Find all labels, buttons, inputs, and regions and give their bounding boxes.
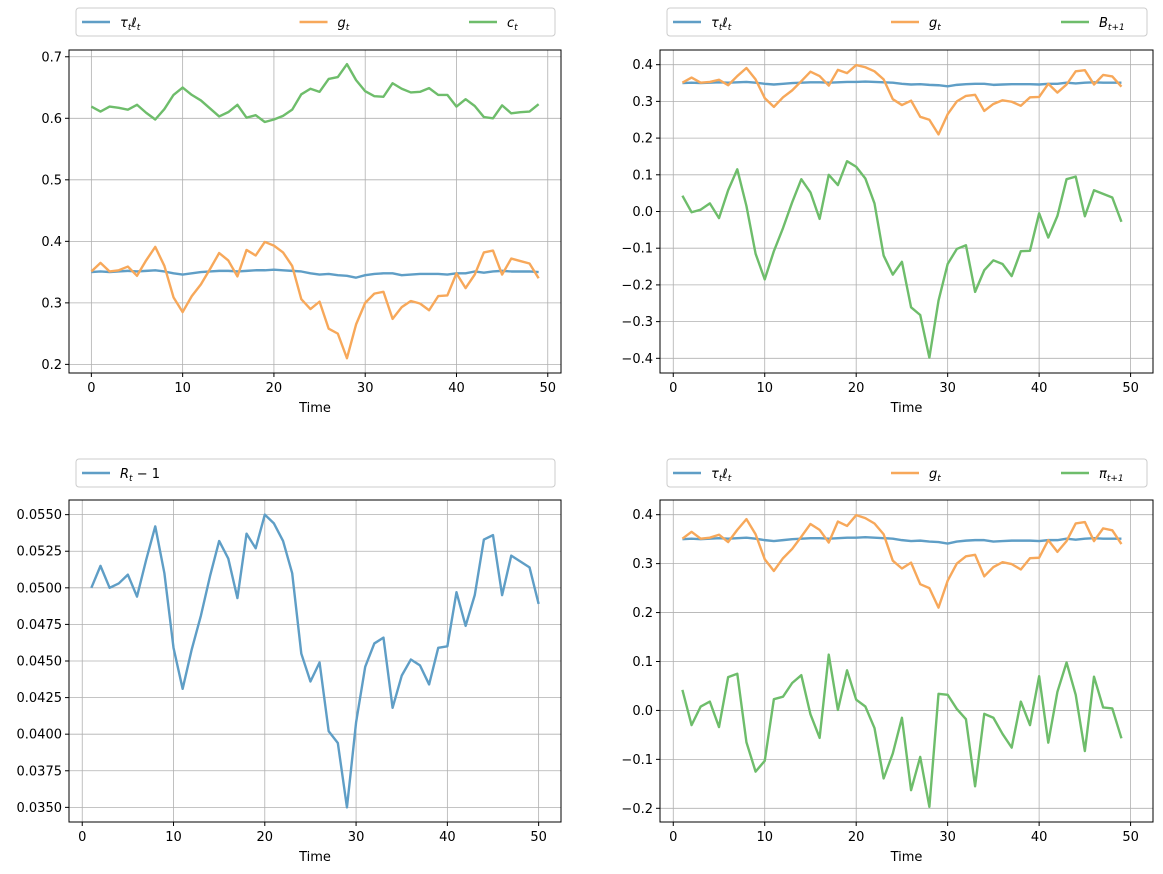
x-tick-label: 0: [669, 830, 677, 845]
y-tick-label: 0.1: [632, 168, 653, 183]
chart-panel-2: 0 10 20 30 40 50 −0.4 −0.3 −0.2 −0.1 0.0 0.1 0.2 0.3 0…: [621, 7, 1154, 416]
y-tick-label: 0.4: [41, 235, 62, 250]
x-axis-label: Time: [890, 401, 923, 416]
y-tick-label: 0.2: [632, 132, 653, 147]
legend-entry-label: τtℓt: [711, 467, 732, 484]
legend-entry-label: Rt − 1: [120, 467, 160, 484]
legend: τtℓt gt πt+1: [666, 458, 1148, 488]
x-tick-label: 0: [669, 381, 677, 396]
legend-entry-label: πt+1: [1099, 467, 1124, 484]
y-tick-label: 0.0350: [17, 801, 63, 816]
x-tick-label: 20: [257, 830, 274, 845]
x-tick-label: 30: [939, 381, 956, 396]
series-line-1: [90, 513, 540, 809]
series-line-3: [681, 653, 1123, 809]
legend-entry-label: τtℓt: [120, 16, 141, 33]
x-axis-label: Time: [890, 850, 923, 865]
y-tick-label: 0.0525: [17, 545, 63, 560]
x-tick-label: 20: [848, 381, 865, 396]
x-tick-label: 40: [439, 830, 456, 845]
chart-panel-3: 0 10 20 30 40 50 0.0350 0.0375 0.0400 0.0425 0.045…: [17, 458, 562, 865]
y-tick-label: 0.0475: [17, 618, 63, 633]
legend-entry-label: gt: [338, 16, 350, 33]
y-tick-label: 0.5: [41, 173, 62, 188]
plot-frame: [659, 499, 1154, 823]
x-axis-label: Time: [298, 850, 331, 865]
legend-entry-label: τtℓt: [711, 16, 732, 33]
x-tick-label: 30: [939, 830, 956, 845]
y-tick-label: 0.0: [632, 205, 653, 220]
legend: τtℓt gt Bt+1: [666, 7, 1148, 37]
chart-panel-1: 0 10 20 30 40 50 0.2 0.3 0.4 0.5 0.6 0.7 Time τtℓt gt c…: [41, 7, 562, 416]
y-tick-label: 0.0450: [17, 655, 63, 670]
legend-entry-label: ct: [507, 16, 518, 33]
x-tick-label: 0: [87, 381, 95, 396]
series-line-2: [681, 513, 1123, 609]
y-tick-label: −0.2: [621, 802, 653, 817]
x-tick-label: 0: [78, 830, 86, 845]
y-tick-label: −0.1: [621, 753, 653, 768]
series-line-1: [682, 535, 1122, 545]
legend: Rt − 1: [75, 458, 556, 488]
series-line-3: [90, 62, 540, 124]
series-line-2: [681, 63, 1123, 136]
x-tick-label: 40: [448, 381, 465, 396]
x-tick-label: 10: [756, 381, 773, 396]
series-line-1: [682, 80, 1122, 88]
x-tick-label: 30: [348, 830, 365, 845]
series-line-3: [681, 160, 1123, 359]
y-tick-label: 0.4: [632, 508, 653, 523]
legend-box: [75, 458, 556, 488]
y-tick-label: 0.3: [632, 95, 653, 110]
legend: τtℓt gt ct: [75, 7, 556, 37]
x-tick-label: 30: [357, 381, 374, 396]
y-tick-label: −0.3: [621, 315, 653, 330]
x-tick-label: 10: [174, 381, 191, 396]
x-tick-label: 50: [530, 830, 547, 845]
x-tick-label: 50: [1122, 830, 1139, 845]
x-tick-label: 10: [165, 830, 182, 845]
y-tick-label: 0.6: [41, 112, 62, 127]
series-line-1: [91, 268, 539, 279]
chart-panel-4: 0 10 20 30 40 50 −0.2 −0.1 0.0 0.1 0.2 0.3 0.4 Time τt…: [621, 458, 1154, 865]
x-tick-label: 10: [756, 830, 773, 845]
x-tick-label: 50: [1122, 381, 1139, 396]
legend-entry-label: gt: [929, 467, 941, 484]
legend-entry-label: Bt+1: [1099, 16, 1125, 33]
y-tick-label: 0.1: [632, 655, 653, 670]
y-tick-label: 0.2: [632, 606, 653, 621]
y-tick-label: 0.0500: [17, 581, 63, 596]
x-tick-label: 40: [1031, 830, 1048, 845]
y-tick-label: 0.0425: [17, 691, 63, 706]
y-tick-label: 0.2: [41, 358, 62, 373]
y-tick-label: 0.3: [632, 557, 653, 572]
y-tick-label: 0.0: [632, 704, 653, 719]
x-axis-label: Time: [298, 401, 331, 416]
y-tick-label: 0.0550: [17, 508, 63, 523]
series-line-2: [90, 240, 540, 360]
y-tick-label: 0.0375: [17, 764, 63, 779]
y-tick-label: 0.4: [632, 58, 653, 73]
y-tick-label: −0.2: [621, 278, 653, 293]
y-tick-label: −0.4: [621, 352, 653, 367]
y-tick-label: 0.7: [41, 50, 62, 65]
legend-entry-label: gt: [929, 16, 941, 33]
x-tick-label: 20: [266, 381, 283, 396]
y-tick-label: 0.3: [41, 296, 62, 311]
x-tick-label: 20: [848, 830, 865, 845]
y-tick-label: −0.1: [621, 242, 653, 257]
x-tick-label: 50: [539, 381, 556, 396]
x-tick-label: 40: [1031, 381, 1048, 396]
y-tick-label: 0.0400: [17, 728, 63, 743]
plot-frame: [68, 49, 562, 374]
